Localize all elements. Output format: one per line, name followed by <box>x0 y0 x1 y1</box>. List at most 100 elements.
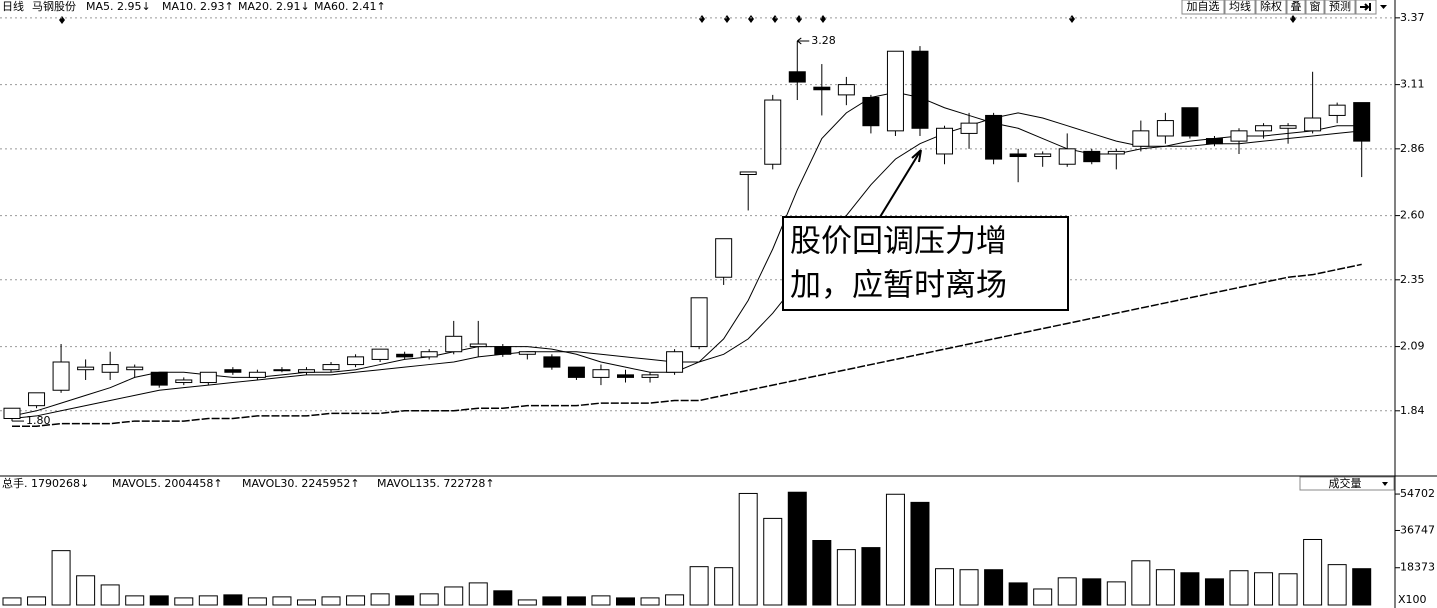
candle-body <box>1009 153 1027 158</box>
volume-bar <box>1278 573 1298 606</box>
icon <box>1360 3 1371 11</box>
ma-legend-entry: MA10. 2.93↑ <box>162 0 234 13</box>
indicator-dropdown[interactable] <box>1299 476 1395 491</box>
candle-body <box>985 114 1003 160</box>
candle-body <box>3 407 21 419</box>
signal-markers <box>59 15 1296 24</box>
volume-bar <box>1033 588 1053 606</box>
candle-body <box>788 71 806 83</box>
candle-body <box>1083 150 1101 163</box>
toolbar-button[interactable] <box>1181 0 1225 15</box>
volume-bar <box>1303 538 1323 606</box>
candle-body <box>813 86 831 91</box>
volume-bar <box>689 566 709 606</box>
marker <box>1069 15 1075 23</box>
volume-bar <box>198 595 218 606</box>
volume-bar <box>959 569 979 606</box>
volume-bar <box>517 599 537 606</box>
volume-bar <box>76 575 96 606</box>
volume-legend: 总手. 1790268↓ MAVOL5. 2004458↑ MAVOL30. 224… <box>2 476 495 490</box>
candle-body <box>1205 138 1223 145</box>
ma-line <box>11 91 1362 417</box>
candle-body <box>592 369 610 378</box>
volume-bar <box>640 597 660 606</box>
volume-bar <box>1082 578 1102 606</box>
volume-bar <box>272 596 292 606</box>
candle-body <box>175 379 193 384</box>
candle-body <box>1279 125 1297 129</box>
candle-body <box>1181 107 1199 137</box>
candle-body <box>52 361 70 391</box>
marker <box>748 15 754 23</box>
volume-bar <box>1057 577 1077 606</box>
candle-body <box>1034 153 1052 158</box>
toolbar-button-label: 预测 <box>1329 0 1351 13</box>
candle-body <box>126 366 144 371</box>
volume-bar <box>1155 569 1175 606</box>
volume-bar <box>321 596 341 606</box>
candle-body <box>101 364 119 373</box>
volume-bar <box>149 595 169 606</box>
volume-bar <box>616 597 635 606</box>
ma-legend-entry: MA5. 2.95↓ <box>86 0 151 13</box>
y-tick-label: 2.09 <box>1400 340 1425 353</box>
volume-bar <box>935 568 955 606</box>
volume-bar <box>1254 572 1274 606</box>
ma-legend-entry: MA20. 2.91↓ <box>238 0 310 13</box>
volume-bar <box>247 597 267 606</box>
marker <box>820 15 826 23</box>
candle-body <box>1230 130 1248 142</box>
period: 日线 <box>2 0 24 13</box>
volume-bar <box>468 582 488 606</box>
volume-bar <box>27 596 47 606</box>
volume-bar <box>2 597 22 606</box>
candle-body <box>690 297 708 348</box>
annotation-text: 加，应暂时离场 <box>790 268 1007 304</box>
volume-bar <box>763 517 783 606</box>
candle-body <box>1058 148 1076 165</box>
volume-bar <box>493 590 513 606</box>
toolbar-button[interactable] <box>1224 0 1256 15</box>
candle-body <box>297 369 315 373</box>
toolbar-button[interactable] <box>1255 0 1287 15</box>
y-tick-label: 36747 <box>1400 523 1435 536</box>
volume-bar <box>910 501 930 606</box>
stock-name: 马钢股份 <box>32 0 76 13</box>
volume-bar <box>738 492 758 606</box>
candle-body <box>347 356 365 366</box>
volume-bar <box>566 596 586 606</box>
candle-body <box>150 371 168 386</box>
icon <box>1380 5 1387 9</box>
candle-body <box>1328 104 1346 116</box>
toolbar-button[interactable] <box>1286 0 1306 15</box>
candle-body <box>469 343 487 348</box>
volume-bar <box>395 595 415 606</box>
high-arrow <box>796 37 810 45</box>
toolbar-button-label: 窗 <box>1310 0 1321 13</box>
volume-legend-entry: 总手. 1790268↓ <box>2 476 89 490</box>
candle-body <box>567 366 585 378</box>
volume-bar <box>665 594 685 606</box>
volume-bar <box>223 594 243 606</box>
volume-bar <box>885 493 905 606</box>
volume-bar <box>591 595 611 606</box>
volume-bar <box>296 599 316 606</box>
volume-legend-entry: MAVOL30. 2245952↑ <box>242 477 360 490</box>
volume-bar <box>787 491 807 606</box>
candle-body <box>886 50 904 132</box>
volume-bar <box>1180 572 1200 606</box>
y-tick-label: 3.37 <box>1400 11 1425 24</box>
candle-body <box>248 371 266 378</box>
candle-body <box>224 369 242 373</box>
toolbar-button[interactable] <box>1324 0 1356 15</box>
candle-body <box>1132 130 1150 147</box>
annotation-text: 股价回调压力增 <box>790 224 1007 260</box>
candle-body <box>911 50 929 129</box>
volume-bar <box>1131 560 1151 606</box>
volume-bar <box>714 567 734 606</box>
candle-body <box>936 127 954 155</box>
toolbar-button-label: 除权 <box>1260 0 1282 13</box>
y-tick-label: 2.35 <box>1400 273 1425 286</box>
toolbar-button[interactable] <box>1305 0 1325 15</box>
candle-body <box>420 351 438 358</box>
